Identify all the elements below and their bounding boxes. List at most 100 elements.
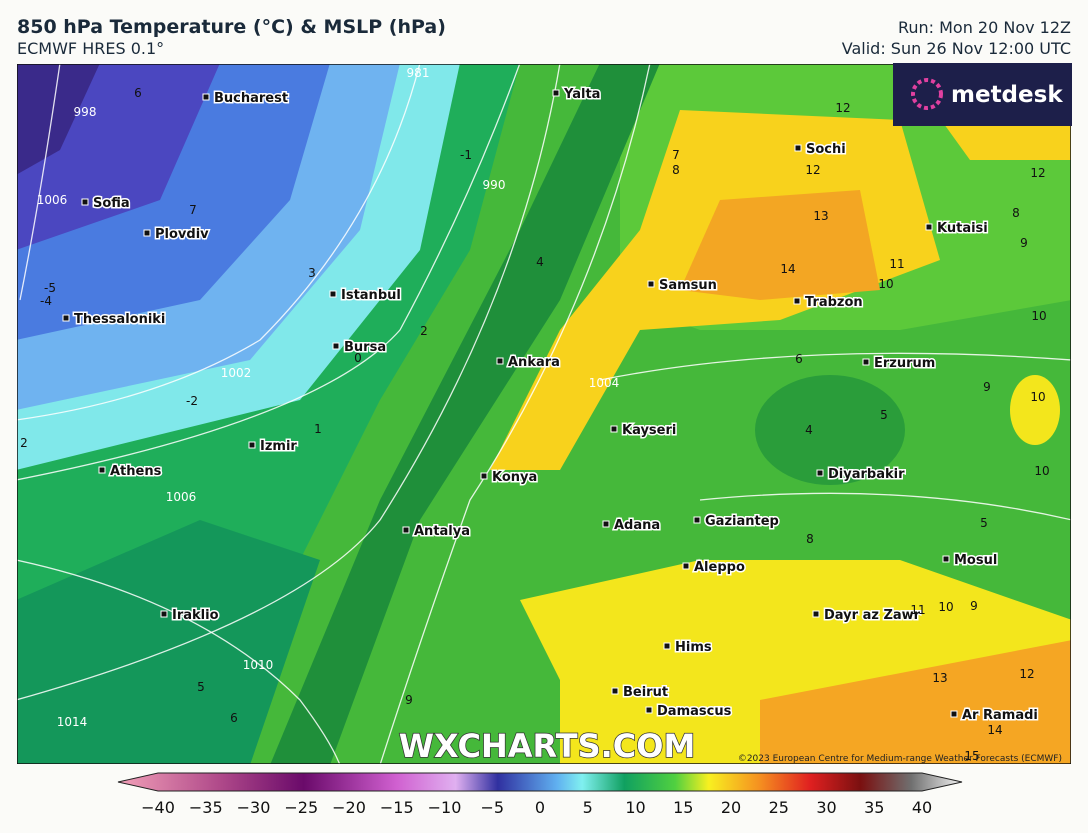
contour-label: 14 <box>987 723 1002 737</box>
contour-label: 9 <box>983 380 991 394</box>
colorbar-tick-label: 25 <box>769 798 789 817</box>
contour-label: 981 <box>407 66 430 80</box>
city-marker <box>98 466 106 474</box>
city-label: Yalta <box>563 87 600 102</box>
city-label: Ankara <box>508 355 560 370</box>
city-label: Mosul <box>954 553 997 568</box>
city-label: Plovdiv <box>155 227 209 242</box>
colorbar <box>117 772 963 792</box>
contour-label: 11 <box>889 257 904 271</box>
contour-label: 1006 <box>166 490 197 504</box>
colorbar-tick-label: −5 <box>480 798 504 817</box>
contour-label: 2 <box>420 324 428 338</box>
contour-label: 7 <box>189 203 197 217</box>
contour-label: 4 <box>536 255 544 269</box>
contour-label: 0 <box>354 351 362 365</box>
copyright: ©2023 European Centre for Medium-range W… <box>738 754 1062 764</box>
city-marker <box>552 89 560 97</box>
city-label: Beirut <box>623 685 668 700</box>
contour-label: 6 <box>134 86 142 100</box>
city-marker <box>248 441 256 449</box>
city-label: Konya <box>492 470 537 485</box>
city-marker <box>812 610 820 618</box>
city-label: Istanbul <box>341 288 401 303</box>
city-marker <box>794 144 802 152</box>
contour-label: 10 <box>1034 464 1049 478</box>
city-label: Dayr az Zawr <box>824 608 921 623</box>
city-label: Diyarbakir <box>828 467 905 482</box>
city-label: Sofia <box>93 196 130 211</box>
contour-label: -1 <box>460 148 472 162</box>
contour-label: -4 <box>40 294 52 308</box>
contour-label: 998 <box>74 105 97 119</box>
contour-label: 6 <box>230 711 238 725</box>
city-marker <box>862 358 870 366</box>
city-label: Erzurum <box>874 356 935 371</box>
contour-label: 10 <box>1031 309 1046 323</box>
city-marker <box>160 610 168 618</box>
contour-label: 9 <box>970 599 978 613</box>
city-marker <box>602 520 610 528</box>
colorbar-tick-label: 5 <box>583 798 593 817</box>
contour-label: 11 <box>910 603 925 617</box>
city-marker <box>332 342 340 350</box>
subtitle: ECMWF HRES 0.1° <box>17 39 164 58</box>
city-marker <box>610 425 618 433</box>
city-label: Iraklio <box>172 608 219 623</box>
logo-box <box>893 63 1072 126</box>
colorbar-tick-label: −10 <box>428 798 462 817</box>
contour-label: 1006 <box>37 193 68 207</box>
contour-label: 8 <box>672 163 680 177</box>
city-marker <box>682 562 690 570</box>
colorbar-tick-label: 40 <box>912 798 932 817</box>
contour-label: 6 <box>795 352 803 366</box>
contour-label: 5 <box>197 680 205 694</box>
colorbar-tick-label: 20 <box>721 798 741 817</box>
contour-label: 14 <box>780 262 795 276</box>
colorbar-tick-label: −20 <box>332 798 366 817</box>
contour-label: 12 <box>835 101 850 115</box>
city-marker <box>611 687 619 695</box>
colorbar-tick-label: −25 <box>284 798 318 817</box>
contour-label: 10 <box>878 277 893 291</box>
city-marker <box>942 555 950 563</box>
contour-label: 7 <box>672 148 680 162</box>
city-label: Izmir <box>260 439 297 454</box>
city-label: Aleppo <box>694 560 745 575</box>
valid-time: Valid: Sun 26 Nov 12:00 UTC <box>842 39 1071 58</box>
contour-label: 8 <box>806 532 814 546</box>
contour-label: 1004 <box>589 376 620 390</box>
contour-label: 4 <box>805 423 813 437</box>
contour-label: 1 <box>314 422 322 436</box>
colorbar-tick-label: −35 <box>189 798 223 817</box>
city-label: Hims <box>675 640 712 655</box>
city-marker <box>816 469 824 477</box>
city-label: Bursa <box>344 340 386 355</box>
city-label: Ar Ramadi <box>962 708 1038 723</box>
colorbar-ticks: −40 −35 −30 −25 −20 −15 −10 −5 0 5 10 15 20 25 30 35 40 <box>141 798 932 817</box>
city-layer: Bucharest Yalta Sochi Sofia Plovdiv Kutaisi Sa… <box>62 86 1039 725</box>
city-marker <box>663 642 671 650</box>
contour-label: 2 <box>20 436 28 450</box>
colorbar-tick-label: 15 <box>673 798 693 817</box>
city-label: Antalya <box>414 524 470 539</box>
contour-label: 8 <box>1012 206 1020 220</box>
contour-label: 1002 <box>221 366 252 380</box>
colorbar-tick-label: 10 <box>625 798 645 817</box>
city-marker <box>647 280 655 288</box>
city-label: Adana <box>614 518 660 533</box>
logo: metdesk <box>951 82 1063 108</box>
colorbar-tick-label: −15 <box>380 798 414 817</box>
city-marker <box>693 516 701 524</box>
contour-label: 5 <box>980 516 988 530</box>
city-label: Samsun <box>659 278 717 293</box>
city-label: Bucharest <box>214 91 288 106</box>
contour-label: 990 <box>483 178 506 192</box>
city-marker <box>202 93 210 101</box>
colorbar-tick-label: −30 <box>237 798 271 817</box>
contour-layer: 6998981-1990100673-5-4201002-21210061010… <box>20 66 1049 763</box>
city-marker <box>143 229 151 237</box>
colorbar-tick-label: 35 <box>864 798 884 817</box>
city-label: Sochi <box>806 142 846 157</box>
